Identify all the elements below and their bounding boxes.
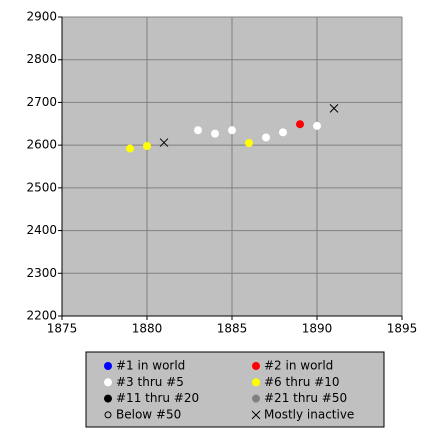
x-stroke (159, 138, 169, 147)
legend-marker (104, 378, 112, 387)
y-tick-label: 2800 (26, 52, 57, 66)
x-tick-label: 1895 (387, 322, 418, 336)
legend-label: #21 thru #50 (264, 391, 347, 405)
x-tick-label: 1880 (132, 322, 163, 336)
legend-marker (104, 362, 112, 370)
y-tick-label: 2900 (26, 10, 57, 24)
point (143, 141, 151, 150)
legend-marker (252, 378, 260, 387)
legend-label: #2 in world (264, 359, 333, 373)
point (329, 104, 339, 113)
legend-marker (251, 410, 261, 420)
point (194, 126, 202, 135)
legend-marker (104, 411, 112, 419)
x-stroke (251, 410, 261, 420)
point (279, 128, 287, 137)
legend-label: #6 thru #10 (264, 375, 340, 389)
y-tick-label: 2700 (26, 95, 57, 109)
legend-marker (104, 394, 112, 403)
x-stroke (329, 104, 339, 113)
legend-label: Mostly inactive (264, 407, 354, 421)
legend-box (85, 351, 385, 428)
legend-label: Below #50 (116, 407, 181, 421)
point (262, 133, 270, 142)
y-tick-label: 2300 (26, 266, 57, 280)
legend-label: #1 in world (116, 359, 185, 373)
y-tick-label: 2200 (26, 309, 57, 323)
point (313, 121, 321, 130)
legend-label: #3 thru #5 (116, 375, 184, 389)
point (296, 120, 304, 129)
y-tick-label: 2400 (26, 223, 57, 237)
point (245, 139, 253, 148)
point (126, 144, 134, 153)
point (211, 129, 219, 138)
point (228, 126, 236, 135)
x-tick-label: 1890 (302, 322, 333, 336)
x-tick-label: 1875 (47, 322, 78, 336)
legend-marker (252, 394, 260, 403)
x-tick-label: 1885 (217, 322, 248, 336)
legend-label: #11 thru #20 (116, 391, 199, 405)
point (159, 138, 169, 147)
y-tick-label: 2600 (26, 138, 57, 152)
legend-marker (252, 362, 260, 370)
y-tick-label: 2500 (26, 180, 57, 194)
